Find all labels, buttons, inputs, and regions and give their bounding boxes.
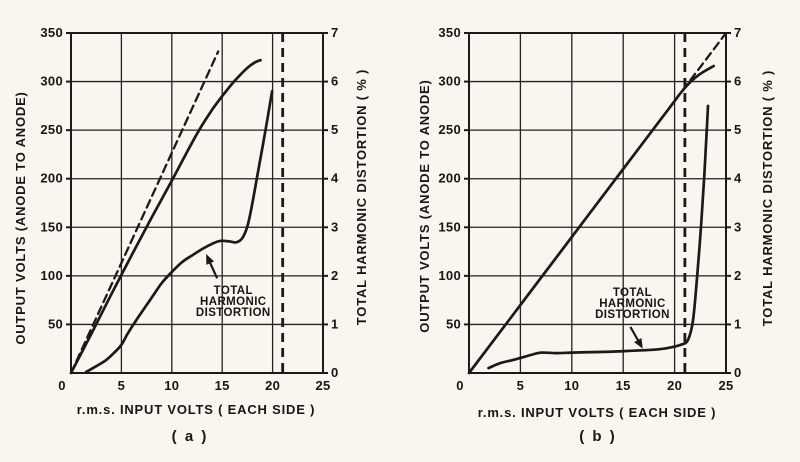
x-tick-label: 25	[315, 378, 330, 393]
x-tick-label: 10	[564, 378, 579, 393]
y-right-tick-label: 0	[331, 365, 339, 380]
y-left-tick-label: 250	[438, 122, 461, 137]
y-right-tick-label: 3	[734, 219, 742, 234]
x-tick-label: 5	[517, 378, 525, 393]
y-left-tick-label: 250	[40, 122, 63, 137]
y-right-tick-label: 7	[331, 25, 339, 40]
x-tick-label: 20	[265, 378, 280, 393]
annotation-line: TOTAL	[214, 285, 253, 297]
plot-border	[468, 32, 727, 374]
annotation-line: TOTAL	[613, 287, 652, 299]
x-axis-title: r.m.s. INPUT VOLTS ( EACH SIDE )	[77, 402, 315, 417]
chart-b: 0 5 10 15 20 25 50 100 150 200 250 300 350 0 1 2 3 4 5 6 7 r.…	[417, 25, 775, 445]
x-tick-label: 0	[58, 378, 66, 393]
annotation-arrowhead-icon	[634, 337, 643, 349]
annotation-line: HARMONIC	[200, 296, 266, 308]
y-right-tick-label: 6	[734, 74, 742, 89]
y-right-tick-label: 7	[734, 25, 742, 40]
x-tick-label: 15	[215, 378, 230, 393]
axis-ticks-b	[464, 32, 731, 374]
output-volts-curve	[467, 64, 716, 375]
x-tick-label: 10	[164, 378, 179, 393]
x-axis-title: r.m.s. INPUT VOLTS ( EACH SIDE )	[478, 405, 716, 420]
y-right-tick-label: 4	[331, 171, 339, 186]
y-left-tick-label: 50	[48, 316, 63, 331]
y-right-tick-label: 1	[331, 316, 339, 331]
x-tick-label: 20	[667, 378, 682, 393]
annotation-line: HARMONIC	[599, 298, 665, 310]
y-left-axis-title: OUTPUT VOLTS (ANODE TO ANODE)	[417, 79, 432, 332]
chart-caption: ( b )	[579, 428, 617, 445]
chart-a: 0 5 10 15 20 25 50 100 150 200 250 300 350 0 1 2 3 4 5 6 7 r.…	[13, 25, 369, 445]
y-left-tick-label: 300	[40, 74, 63, 89]
y-right-tick-label: 0	[734, 365, 742, 380]
x-tick-label: 25	[718, 378, 733, 393]
tick-labels-a: 0 5 10 15 20 25 50 100 150 200 250 300 350 0 1 2 3 4 5 6 7	[40, 25, 339, 393]
y-left-tick-label: 200	[438, 171, 461, 186]
total-harmonic-distortion-curve	[487, 104, 710, 370]
y-left-tick-label: 50	[446, 316, 461, 331]
annotation-line: DISTORTION	[595, 309, 670, 321]
y-right-tick-label: 4	[734, 171, 742, 186]
y-left-axis-title: OUTPUT VOLTS (ANODE TO ANODE)	[13, 91, 28, 344]
y-left-tick-label: 100	[40, 268, 63, 283]
y-left-tick-label: 150	[40, 219, 63, 234]
y-right-tick-label: 2	[331, 268, 339, 283]
tick-labels-b: 0 5 10 15 20 25 50 100 150 200 250 300 350 0 1 2 3 4 5 6 7	[438, 25, 742, 393]
y-right-tick-label: 5	[331, 122, 339, 137]
ideal-gain-dashed-line	[69, 50, 220, 375]
y-right-tick-label: 5	[734, 122, 742, 137]
y-left-tick-label: 150	[438, 219, 461, 234]
y-left-tick-label: 350	[40, 25, 63, 40]
x-tick-label: 0	[456, 378, 464, 393]
y-left-tick-label: 350	[438, 25, 461, 40]
y-left-tick-label: 100	[438, 268, 461, 283]
x-tick-label: 5	[118, 378, 126, 393]
output-volts-curve	[69, 58, 262, 375]
annotation-arrow-shaft	[629, 326, 641, 344]
grid-b	[469, 33, 726, 373]
y-right-axis-title: TOTAL HARMONIC DISTORTION ( % )	[760, 70, 775, 326]
y-right-tick-label: 3	[331, 219, 339, 234]
grid-a	[71, 33, 323, 373]
y-right-tick-label: 1	[734, 316, 742, 331]
y-right-tick-label: 2	[734, 268, 742, 283]
x-tick-label: 15	[616, 378, 631, 393]
annotation-arrowhead-icon	[206, 254, 215, 265]
axis-ticks-a	[66, 32, 328, 374]
total-harmonic-distortion-curve	[84, 89, 274, 374]
y-left-tick-label: 300	[438, 74, 461, 89]
annotation-arrow-shaft	[207, 259, 219, 279]
annotation-line: DISTORTION	[196, 307, 271, 319]
chart-caption: ( a )	[172, 428, 209, 445]
y-right-tick-label: 6	[331, 74, 339, 89]
y-left-tick-label: 200	[40, 171, 63, 186]
y-right-axis-title: TOTAL HARMONIC DISTORTION ( % )	[354, 69, 369, 325]
plot-border	[70, 32, 324, 374]
